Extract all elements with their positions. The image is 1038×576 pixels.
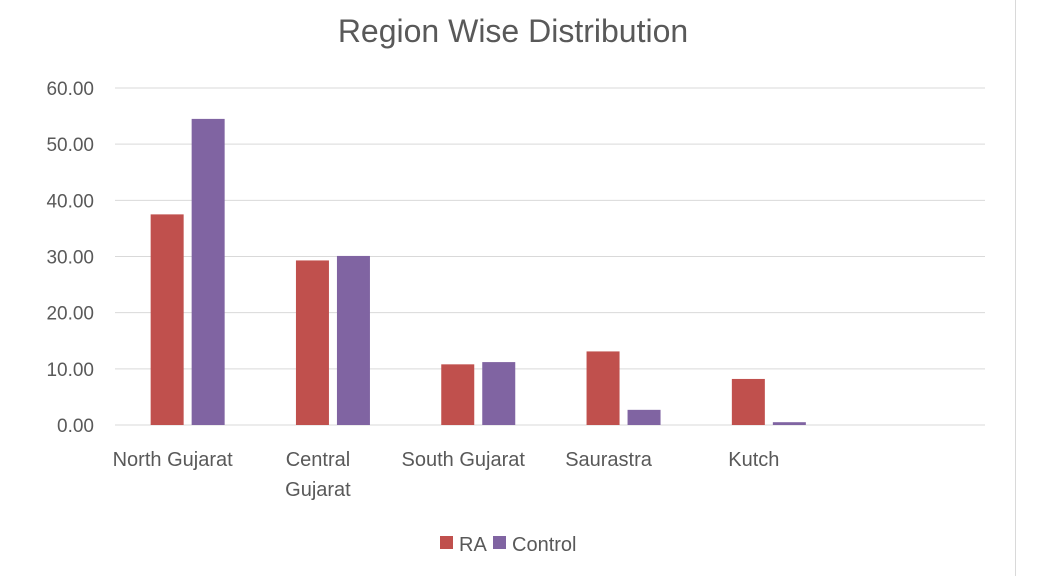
y-tick-label: 50.00: [46, 135, 94, 156]
bars: [150, 118, 806, 426]
legend-label-ra: RA: [459, 534, 487, 556]
bar-control: [772, 422, 806, 425]
y-axis-ticks: 0.00 10.00 20.00 30.00 40.00 50.00 60.00: [46, 79, 94, 437]
x-category-label: North Gujarat: [113, 449, 233, 471]
bar-control: [191, 118, 225, 426]
x-axis-categories: North Gujarat Central Gujarat South Gujarat…: [113, 449, 780, 501]
y-tick-label: 60.00: [46, 79, 94, 100]
legend: RA Control: [440, 534, 576, 556]
bar-ra: [731, 378, 765, 425]
bar-control: [336, 255, 370, 425]
legend-swatch-ra: [440, 536, 453, 549]
x-category-label: Saurastra: [565, 449, 653, 471]
y-tick-label: 20.00: [46, 304, 94, 325]
y-tick-label: 30.00: [46, 248, 94, 269]
y-tick-label: 0.00: [57, 416, 94, 437]
bar-ra: [295, 260, 329, 425]
bar-ra: [586, 351, 620, 425]
bar-chart: Region Wise Distribution 0.00 10.00 20.00 3…: [46, 13, 985, 556]
bar-ra: [441, 364, 475, 425]
x-category-label: Central Gujarat: [285, 449, 351, 501]
bar-ra: [150, 214, 184, 425]
legend-label-control: Control: [512, 534, 576, 556]
bar-control: [482, 362, 516, 425]
y-tick-label: 10.00: [46, 360, 94, 381]
legend-swatch-control: [493, 536, 506, 549]
x-category-label: Kutch: [728, 449, 779, 471]
chart-title: Region Wise Distribution: [338, 13, 688, 49]
y-tick-label: 40.00: [46, 191, 94, 212]
bar-control: [627, 409, 661, 425]
gridlines: [115, 87, 985, 426]
x-category-label: South Gujarat: [402, 449, 526, 471]
chart-frame: Region Wise Distribution 0.00 10.00 20.00 3…: [46, 0, 1016, 576]
